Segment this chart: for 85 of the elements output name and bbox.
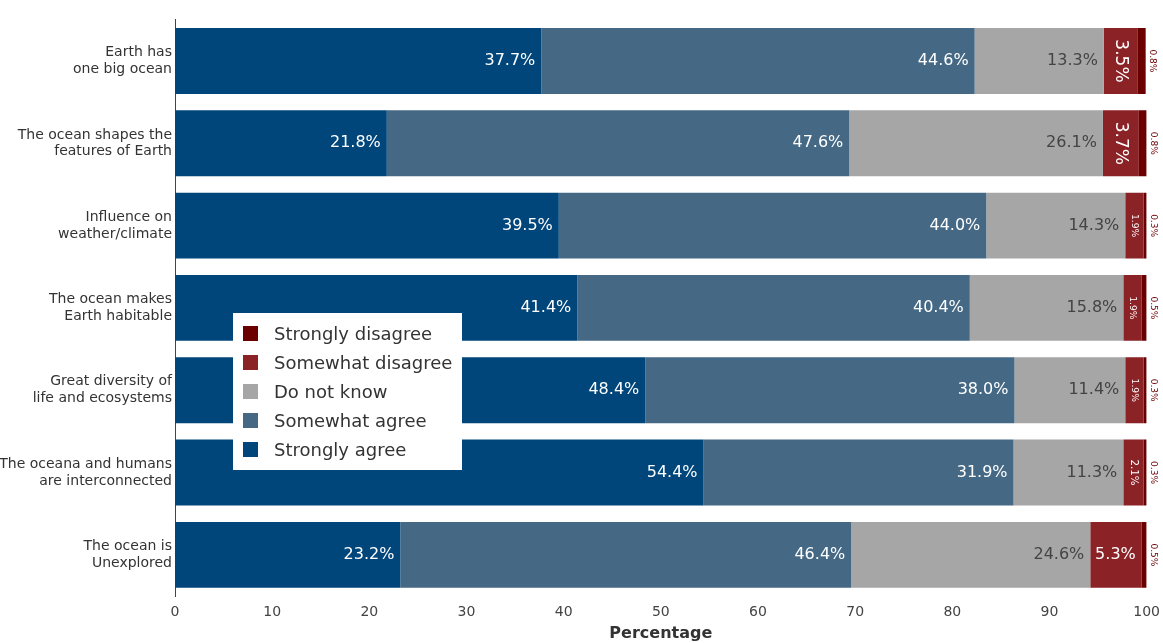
y-tick-label: The ocean makes Earth habitable [48, 290, 172, 323]
x-axis-title: Percentage [609, 622, 713, 642]
data-label: 40.4% [912, 297, 964, 317]
bar [1125, 357, 1144, 424]
data-label: 47.6% [792, 132, 844, 152]
data-label: 11.3% [1066, 461, 1118, 481]
data-label: 0.8% [1149, 131, 1160, 156]
bar [175, 521, 401, 588]
data-label: 0.3% [1149, 378, 1160, 403]
bar [541, 28, 975, 94]
data-label: 0.3% [1149, 461, 1160, 485]
data-label: 37.7% [484, 50, 536, 70]
bar [1013, 439, 1124, 506]
data-label: 14.3% [1068, 214, 1120, 234]
x-tick-label: 30 [457, 603, 476, 620]
data-label: 3.5% [1112, 39, 1133, 83]
data-label: 46.4% [794, 544, 846, 563]
bar [1123, 439, 1144, 506]
x-tick-label: 100 [1133, 603, 1161, 620]
data-label: 26.1% [1046, 132, 1097, 152]
data-label: 48.4% [588, 379, 640, 399]
bar [986, 192, 1126, 259]
y-tick-label: The ocean is Unexplored [82, 537, 172, 570]
data-label: 5.3% [1095, 544, 1136, 563]
bar [1090, 521, 1142, 588]
y-tick-label: Influence on weather/climate [58, 207, 172, 241]
data-label: 38.0% [957, 379, 1009, 399]
bar [849, 110, 1103, 177]
data-label: 0.3% [1149, 214, 1160, 238]
bar [974, 28, 1104, 94]
bar [1123, 274, 1142, 341]
data-label: 1.9% [1130, 213, 1142, 238]
data-label: 0.5% [1149, 296, 1160, 320]
data-label: 2.1% [1128, 459, 1140, 486]
data-label: 41.4% [520, 297, 572, 317]
data-label: 1.9% [1128, 296, 1140, 320]
bar [1102, 110, 1139, 177]
data-label: 23.2% [343, 544, 395, 563]
data-label: 0.5% [1149, 543, 1160, 567]
x-tick-label: 10 [263, 603, 282, 620]
bar [577, 274, 970, 341]
legend-label: Somewhat disagree [274, 352, 453, 373]
legend-label: Do not know [274, 381, 388, 402]
bar [851, 521, 1091, 588]
bar [1138, 110, 1147, 177]
x-tick-label: 20 [360, 603, 379, 620]
bar [400, 521, 852, 588]
x-tick-label: 60 [749, 603, 767, 620]
x-tick-label: 90 [1040, 603, 1059, 620]
data-label: 15.8% [1066, 297, 1118, 317]
bar [1014, 357, 1126, 424]
y-tick-label: Earth has one big ocean [73, 43, 172, 76]
bar [175, 110, 387, 177]
legend-label: Somewhat agree [274, 410, 427, 431]
y-tick-label: The ocean shapes the features of Earth [16, 125, 172, 159]
data-label: 21.8% [329, 132, 381, 152]
bar [558, 192, 987, 259]
legend-label: Strongly disagree [274, 323, 433, 344]
x-tick-label: 70 [846, 603, 865, 620]
bar [703, 439, 1014, 506]
legend-label: Strongly agree [274, 439, 407, 460]
data-label: 31.9% [956, 461, 1008, 481]
data-label: 13.3% [1047, 50, 1098, 70]
bar [175, 192, 559, 259]
bar [969, 274, 1124, 341]
x-tick-label: 50 [651, 603, 670, 620]
x-tick-label: 40 [554, 603, 573, 620]
data-label: 39.5% [501, 214, 553, 234]
data-label: 3.7% [1112, 121, 1133, 165]
data-label: 44.0% [929, 214, 981, 234]
data-label: 0.8% [1148, 49, 1159, 73]
x-tick-label: 0 [170, 603, 180, 620]
y-tick-label: The oceana and humans are interconnected [0, 454, 172, 488]
data-label: 54.4% [646, 461, 698, 481]
y-tick-label: Great diversity of life and ecosystems [32, 372, 174, 406]
bar [175, 28, 542, 94]
data-label: 1.9% [1130, 378, 1142, 403]
bar [1125, 192, 1144, 259]
data-label: 24.6% [1033, 544, 1085, 563]
bar [645, 357, 1015, 424]
data-label: 44.6% [917, 50, 969, 70]
bar [386, 110, 850, 177]
data-label: 11.4% [1068, 379, 1120, 399]
x-tick-label: 80 [943, 603, 962, 620]
bar [1137, 28, 1146, 94]
